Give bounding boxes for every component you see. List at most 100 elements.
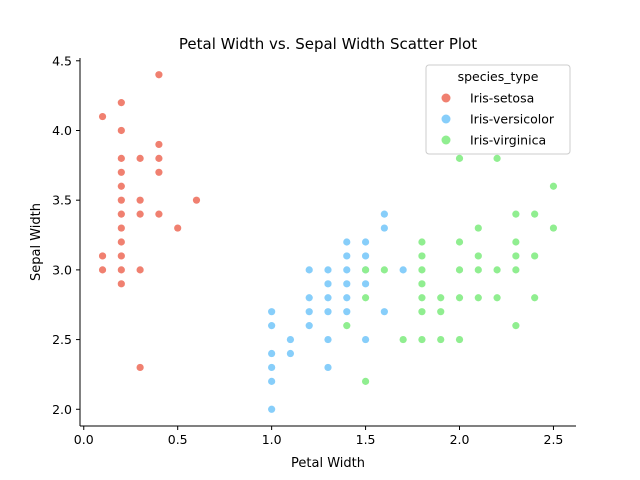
data-point-0-11 <box>136 266 144 274</box>
data-point-0-16 <box>117 196 125 204</box>
data-point-0-19 <box>117 238 125 246</box>
data-point-2-26 <box>493 266 501 274</box>
data-point-2-19 <box>455 294 464 302</box>
x-tick-label: 1.5 <box>356 432 376 447</box>
data-point-0-17 <box>117 210 125 218</box>
data-point-0-10 <box>136 210 144 218</box>
data-point-2-35 <box>531 294 539 302</box>
data-point-2-2 <box>361 294 370 302</box>
data-point-1-4 <box>268 377 276 385</box>
data-point-1-23 <box>343 308 351 316</box>
data-point-2-13 <box>437 294 445 302</box>
data-point-0-1 <box>117 99 125 107</box>
data-point-1-31 <box>380 308 388 316</box>
data-point-0-7 <box>155 210 163 218</box>
y-tick-label: 4.5 <box>52 53 72 68</box>
y-axis-title: Sepal Width <box>29 203 44 281</box>
data-point-2-11 <box>418 308 426 316</box>
y-tick-label: 4.0 <box>52 123 72 138</box>
data-point-2-23 <box>474 266 482 274</box>
data-point-0-9 <box>136 196 144 204</box>
data-point-1-25 <box>361 252 370 260</box>
data-point-1-3 <box>268 363 276 372</box>
data-point-0-12 <box>136 363 144 372</box>
x-tick-label: 0.0 <box>74 432 94 447</box>
data-point-2-33 <box>531 210 539 218</box>
data-point-2-28 <box>512 210 520 218</box>
legend-marker <box>441 135 451 145</box>
data-point-1-32 <box>399 266 407 274</box>
data-point-1-6 <box>286 335 295 344</box>
data-point-2-10 <box>418 294 426 302</box>
data-point-0-5 <box>155 154 163 162</box>
data-point-0-25 <box>174 224 182 232</box>
legend-label: Iris-versicolor <box>470 112 555 127</box>
data-point-2-4 <box>380 266 388 274</box>
x-tick-label: 0.5 <box>168 432 188 447</box>
data-point-1-28 <box>361 335 370 344</box>
data-point-2-1 <box>361 266 370 274</box>
data-point-2-3 <box>361 377 370 385</box>
data-point-2-12 <box>418 335 426 344</box>
data-point-2-15 <box>437 335 445 344</box>
x-ticks: 0.0 0.5 1.0 1.5 2.0 2.5 <box>74 426 564 447</box>
x-tick-label: 1.0 <box>262 432 282 447</box>
data-point-0-2 <box>117 126 125 135</box>
data-point-2-29 <box>512 238 520 246</box>
data-point-2-8 <box>418 266 426 274</box>
legend-label: Iris-setosa <box>470 91 534 106</box>
data-point-2-31 <box>512 266 520 274</box>
data-point-0-26 <box>192 196 201 204</box>
data-point-1-2 <box>268 349 276 358</box>
data-point-2-16 <box>455 154 464 162</box>
x-tick-label: 2.0 <box>450 432 470 447</box>
data-point-1-10 <box>305 308 313 316</box>
data-point-0-22 <box>117 280 125 288</box>
x-axis-title: Petal Width <box>291 456 365 471</box>
data-point-2-25 <box>493 154 501 162</box>
data-point-0-4 <box>155 140 163 149</box>
points-layer <box>98 71 558 413</box>
y-tick-label: 3.0 <box>52 262 72 277</box>
data-point-0-13 <box>117 154 125 162</box>
data-point-0-21 <box>117 266 125 274</box>
data-point-2-32 <box>512 322 520 330</box>
data-point-1-16 <box>324 335 332 344</box>
data-point-2-34 <box>531 252 539 260</box>
data-point-2-30 <box>512 252 520 260</box>
data-point-1-21 <box>343 280 351 288</box>
legend-marker <box>441 114 451 124</box>
data-point-2-20 <box>455 335 464 344</box>
data-point-0-6 <box>155 168 163 176</box>
data-point-1-24 <box>361 238 370 246</box>
data-point-0-23 <box>98 252 107 260</box>
x-tick-label: 2.5 <box>544 432 564 447</box>
data-point-1-1 <box>268 322 276 330</box>
data-point-1-0 <box>268 308 276 316</box>
data-point-2-37 <box>549 224 558 232</box>
chart-title: Petal Width vs. Sepal Width Scatter Plot <box>179 35 477 53</box>
data-point-2-27 <box>493 294 501 302</box>
data-point-0-18 <box>117 224 125 232</box>
data-point-1-27 <box>361 280 370 288</box>
y-ticks: 2.0 2.5 3.0 3.5 4.0 4.5 <box>52 53 80 417</box>
data-point-1-11 <box>305 322 313 330</box>
data-point-0-15 <box>117 182 125 190</box>
data-point-1-20 <box>343 266 351 274</box>
data-point-2-22 <box>474 252 482 260</box>
data-point-1-12 <box>324 266 332 274</box>
data-point-0-0 <box>98 112 107 121</box>
data-point-1-17 <box>324 363 332 372</box>
data-point-2-0 <box>343 322 351 330</box>
data-point-1-30 <box>380 224 388 232</box>
data-point-2-36 <box>549 182 558 190</box>
data-point-1-13 <box>324 280 332 288</box>
data-point-1-29 <box>380 210 388 218</box>
data-point-1-19 <box>343 252 351 260</box>
data-point-2-17 <box>455 238 464 246</box>
data-point-2-6 <box>418 238 426 246</box>
data-point-2-18 <box>455 266 464 274</box>
data-point-1-14 <box>324 294 332 302</box>
legend-box <box>425 64 571 155</box>
